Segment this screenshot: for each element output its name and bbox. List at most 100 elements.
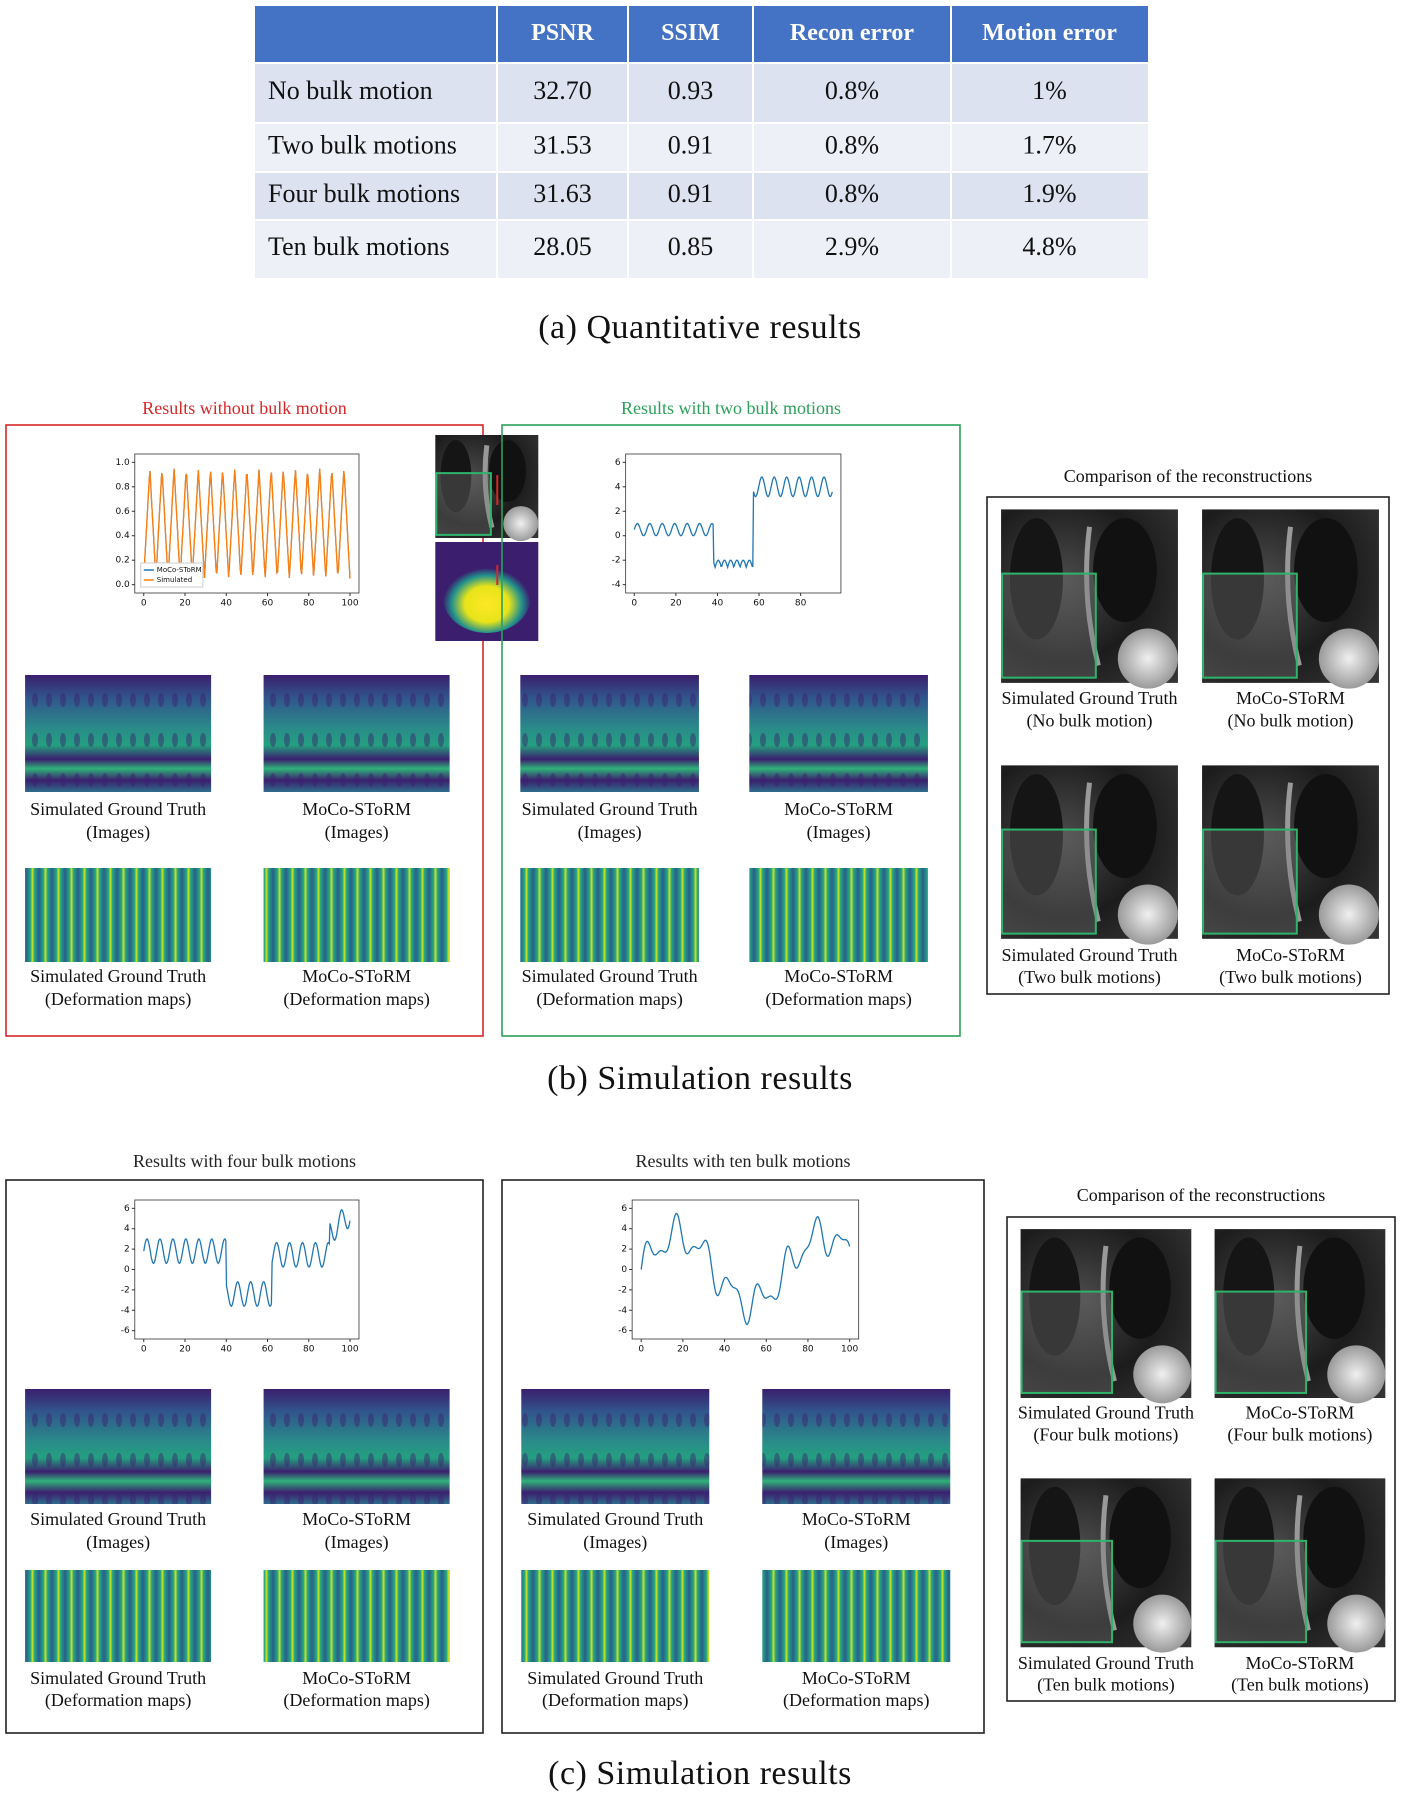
panel-label: (Deformation maps) [283,1690,429,1711]
plot-x-tick-label: 100 [841,1345,858,1355]
plot-x-tick-label: 0 [141,1345,147,1355]
table-cell: 0.85 [668,232,714,261]
table-cell: 31.53 [533,130,592,159]
plot-y-tick-label: 6 [124,1204,130,1214]
panel-label: Simulated Ground Truth [30,1668,206,1688]
plot-y-tick-label: -4 [612,580,621,590]
plot-curve [143,468,351,579]
table-cell: 31.63 [533,179,592,208]
comparison-label: (Four bulk motions) [1033,1424,1178,1445]
plot-x-tick-label: 20 [677,1345,689,1355]
table-row-bg [255,123,1148,172]
heatmap-texture [749,675,928,792]
panel-frame [501,424,961,1037]
mri-lung [1109,1486,1171,1589]
plot-x-tick-label: 0 [631,599,637,609]
panel-label: (Images) [807,822,871,843]
comparison-label: MoCo-SToRM [1236,945,1345,965]
panel-label: MoCo-SToRM [302,966,411,986]
panel-frame [5,424,484,1037]
mri-lung [1303,1237,1365,1339]
table-cell: 0.8% [825,130,879,159]
plot-x-tick-label: 0 [141,599,147,609]
table-cell: Ten bulk motions [268,232,450,261]
deformation-map [25,1570,212,1662]
panel-title: Results with four bulk motions [133,1151,356,1171]
panel-label: Simulated Ground Truth [527,1509,703,1529]
comparison-label: Simulated Ground Truth [1018,1403,1194,1423]
panel-label: Simulated Ground Truth [522,966,698,986]
panel-label: Simulated Ground Truth [30,966,206,986]
table-cell: 1% [1032,76,1067,105]
mri-heart [503,506,539,542]
comparison-label: MoCo-SToRM [1246,1403,1355,1423]
mri-lung [1093,518,1157,623]
mri-inset [1001,572,1097,679]
panel-label: Simulated Ground Truth [30,1509,206,1529]
comparison-label: (No bulk motion) [1027,710,1153,731]
plot-x-tick-label: 60 [761,1345,773,1355]
deformation-map [263,1570,450,1662]
plot-curve [143,1208,351,1308]
comparison-label: (Four bulk motions) [1227,1424,1372,1445]
plot-y-tick-label: 0 [124,1265,130,1275]
panel-label: (Deformation maps) [783,1690,929,1711]
panel-label: MoCo-SToRM [802,1668,911,1688]
plot-y-tick-label: 2 [621,1245,627,1255]
plot-x-tick-label: 20 [179,1345,191,1355]
plot-y-tick-label: 0.0 [115,580,130,590]
heatmap-texture [263,1389,450,1504]
mri-vessel [1294,1245,1311,1382]
panel-label: (Images) [86,822,150,843]
mri-lung [1303,1486,1365,1589]
table-cell: 2.9% [825,232,879,261]
table-header-bg [255,6,1148,63]
panel-label: Simulated Ground Truth [527,1668,703,1688]
panel-label: MoCo-SToRM [302,1509,411,1529]
table-cell: 4.8% [1022,232,1076,261]
plot-x-tick-label: 60 [753,599,765,609]
plot-y-tick-label: -2 [612,556,621,566]
table-cell: Two bulk motions [268,130,457,159]
table-cell: 0.91 [668,179,714,208]
deformation-map [749,868,928,962]
plot-y-tick-label: -4 [121,1306,130,1316]
mri-lung [1009,774,1063,896]
caption: (c) Simulation results [548,1755,852,1792]
plot-y-tick-label: 0 [615,531,621,541]
plot-y-tick-label: 4 [124,1224,130,1234]
plot-y-tick-label: 4 [615,482,621,492]
plot-y-tick-label: 2 [615,507,621,517]
comparison-label: MoCo-SToRM [1236,688,1345,708]
deformation-map [521,1570,710,1662]
heatmap-texture [25,675,212,792]
mri-heart [1327,1594,1386,1653]
plot-y-tick-label: 0.6 [115,507,130,517]
table-cell: 0.93 [668,76,714,105]
panel-frame [5,1179,484,1734]
mri-inset [1202,572,1298,679]
panel-label: (Images) [583,1532,647,1553]
mri-lung [488,440,526,502]
panel-label: MoCo-SToRM [302,799,411,819]
comparison-label: Simulated Ground Truth [1018,1653,1194,1673]
panel-title: Results with ten bulk motions [635,1151,850,1171]
panel-label: MoCo-SToRM [802,1509,911,1529]
deformation-map [263,868,450,962]
panel-label: (Images) [824,1532,888,1553]
plot-y-tick-label: -4 [618,1306,627,1316]
mri-lung [1029,1237,1081,1356]
deformation-map [762,1570,951,1662]
deformation-map [520,868,699,962]
comparison-label: (Ten bulk motions) [1037,1675,1175,1696]
plot-x-tick-label: 100 [341,599,358,609]
plot-x-tick-label: 0 [638,1345,644,1355]
plot-x-tick-label: 80 [802,1345,814,1355]
plot-y-tick-label: 0 [621,1265,627,1275]
mri-lung [1093,774,1157,879]
panel-title: Results without bulk motion [142,398,347,418]
mri-vessel [1084,782,1101,923]
comparison-label: (Ten bulk motions) [1231,1675,1369,1696]
plot-x-tick-label: 40 [221,1345,233,1355]
